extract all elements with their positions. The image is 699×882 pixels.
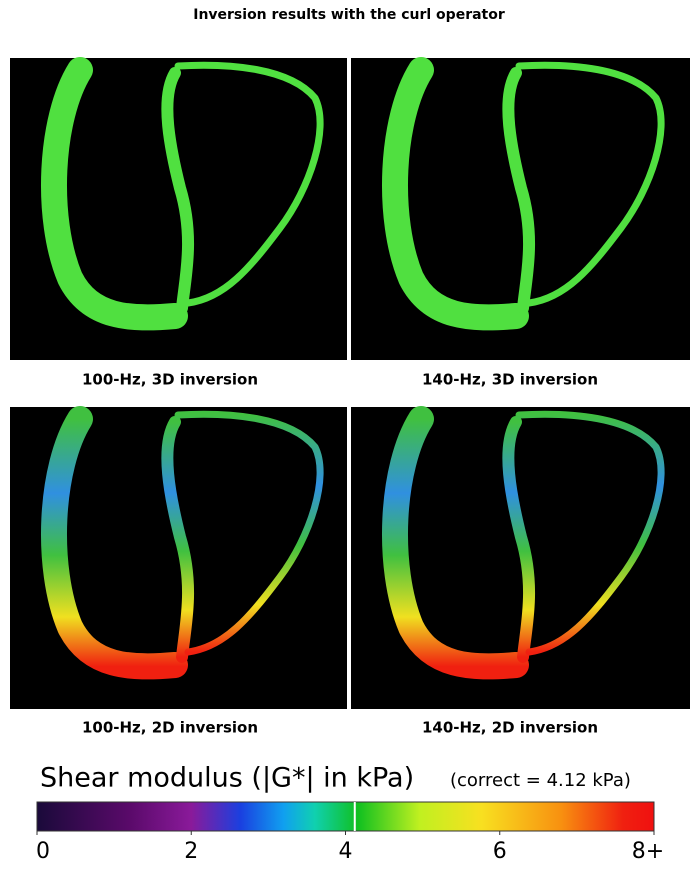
panel-label: 140-Hz, 3D inversion [422,371,598,389]
panel [351,407,690,709]
panel-label: 140-Hz, 2D inversion [422,719,598,737]
panel [10,58,347,360]
figure-title: Inversion results with the curl operator [193,7,505,23]
tick-label: 4 [339,839,353,864]
colorbar [36,801,655,832]
panel [351,58,690,360]
tick-label: 8+ [632,839,664,864]
tick-label: 0 [36,839,50,864]
panel-label: 100-Hz, 2D inversion [82,719,258,737]
tick-label: 6 [493,839,507,864]
panel [10,407,347,709]
colorbar-note: (correct = 4.12 kPa) [450,770,631,791]
tick-label: 2 [184,839,198,864]
panel-label: 100-Hz, 3D inversion [82,371,258,389]
colorbar-title: Shear modulus (|G*| in kPa) [40,763,414,794]
